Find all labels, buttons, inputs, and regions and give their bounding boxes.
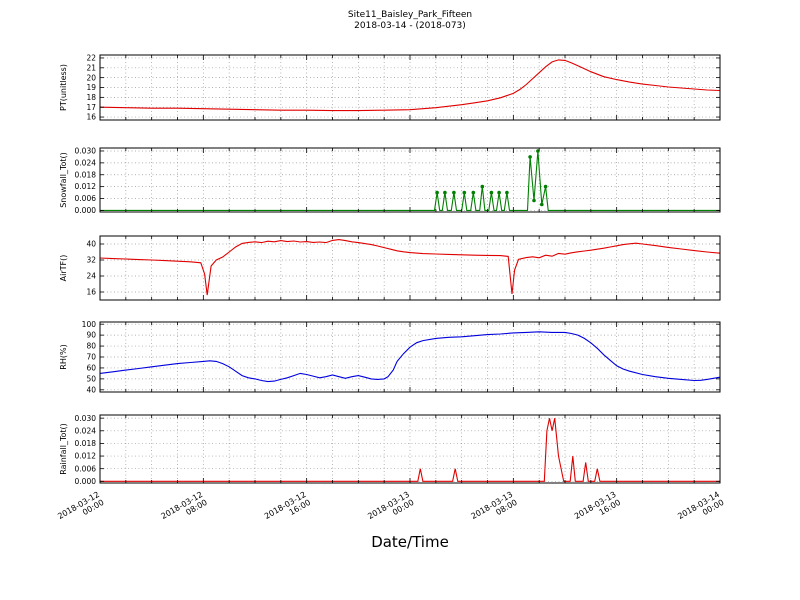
y-tick-label: 0.006 — [75, 194, 97, 203]
y-tick-label: 0.006 — [75, 464, 97, 473]
y-axis-title: PT(unitless) — [59, 64, 68, 111]
subplot-snowfall: 0.000 0.006 0.012 0.018 0.024 0.030 Snowfall_T… — [59, 147, 721, 215]
marker — [471, 190, 476, 195]
y-tick-label: 60 — [86, 364, 96, 373]
y-tick-label: 0.012 — [75, 452, 97, 461]
x-tick-label: 2018-03-1208:00 — [160, 490, 209, 529]
y-tick-label: 0.030 — [75, 147, 97, 156]
y-tick-label: 0.018 — [75, 170, 97, 179]
y-tick-label: 0.024 — [75, 426, 97, 435]
y-tick-label: 18 — [86, 93, 96, 102]
y-tick-label: 80 — [86, 342, 96, 351]
y-tick-label: 0.000 — [75, 206, 97, 215]
y-tick-label: 16 — [86, 288, 96, 297]
marker — [480, 184, 485, 189]
x-tick-label: 2018-03-1400:00 — [676, 490, 725, 529]
y-tick-label: 20 — [86, 73, 96, 82]
marker — [489, 190, 494, 195]
y-tick-label: 22 — [86, 54, 96, 63]
y-tick-label: 40 — [86, 385, 96, 394]
marker — [452, 190, 456, 195]
x-tick-label: 2018-03-1200:00 — [56, 490, 105, 529]
y-tick-label: 32 — [86, 256, 96, 265]
y-tick-label: 17 — [86, 103, 96, 112]
y-tick-label: 0.012 — [75, 182, 97, 191]
y-tick-label: 40 — [86, 240, 96, 249]
y-tick-label: 21 — [86, 63, 96, 72]
y-tick-label: 50 — [86, 374, 96, 383]
marker — [543, 184, 548, 189]
series-snowfall — [100, 150, 720, 211]
series-airtf — [99, 239, 721, 296]
y-tick-label: 19 — [86, 83, 96, 92]
y-axis-title: AirTF() — [59, 255, 68, 282]
y-tick-label: 0.000 — [75, 477, 97, 486]
series-rainfall — [100, 418, 720, 482]
y-axis-title: RH(%) — [59, 344, 68, 369]
marker — [505, 190, 509, 195]
marker — [443, 190, 447, 195]
y-tick-label: 0.018 — [75, 439, 97, 448]
y-tick-label: 90 — [86, 331, 96, 340]
marker — [497, 190, 501, 195]
subplot-rainfall: 0.000 0.006 0.012 0.018 0.024 0.030 Rainfall_T… — [59, 414, 721, 486]
x-tick-label: 2018-03-1316:00 — [573, 490, 622, 529]
y-axis-title: Snowfall_Tot() — [59, 152, 68, 208]
series-rh — [99, 331, 721, 383]
y-tick-label: 0.030 — [75, 414, 97, 423]
chart-subtitle: 2018-03-14 - (2018-073) — [354, 21, 466, 31]
x-tick-label: 2018-03-1300:00 — [366, 490, 415, 529]
y-tick-label: 100 — [82, 320, 97, 329]
marker — [540, 202, 544, 207]
marker — [435, 190, 439, 195]
marker — [462, 190, 467, 195]
x-tick-label: 2018-03-1216:00 — [263, 490, 312, 529]
subplot-airtf: 16 24 32 40 AirTF() — [59, 235, 721, 301]
y-tick-label: 0.024 — [75, 158, 97, 167]
marker — [528, 155, 532, 159]
y-tick-label: 24 — [86, 272, 96, 281]
marker — [532, 198, 536, 203]
x-tick-label: 2018-03-1308:00 — [470, 490, 519, 529]
y-tick-label: 16 — [86, 113, 96, 122]
chart-title: Site11_Baisley_Park_Fifteen — [347, 10, 473, 20]
series-pt — [99, 59, 721, 112]
y-axis-title: Rainfall_Tot() — [59, 423, 68, 475]
y-tick-label: 70 — [86, 353, 96, 362]
x-axis-title: Date/Time — [371, 533, 449, 551]
